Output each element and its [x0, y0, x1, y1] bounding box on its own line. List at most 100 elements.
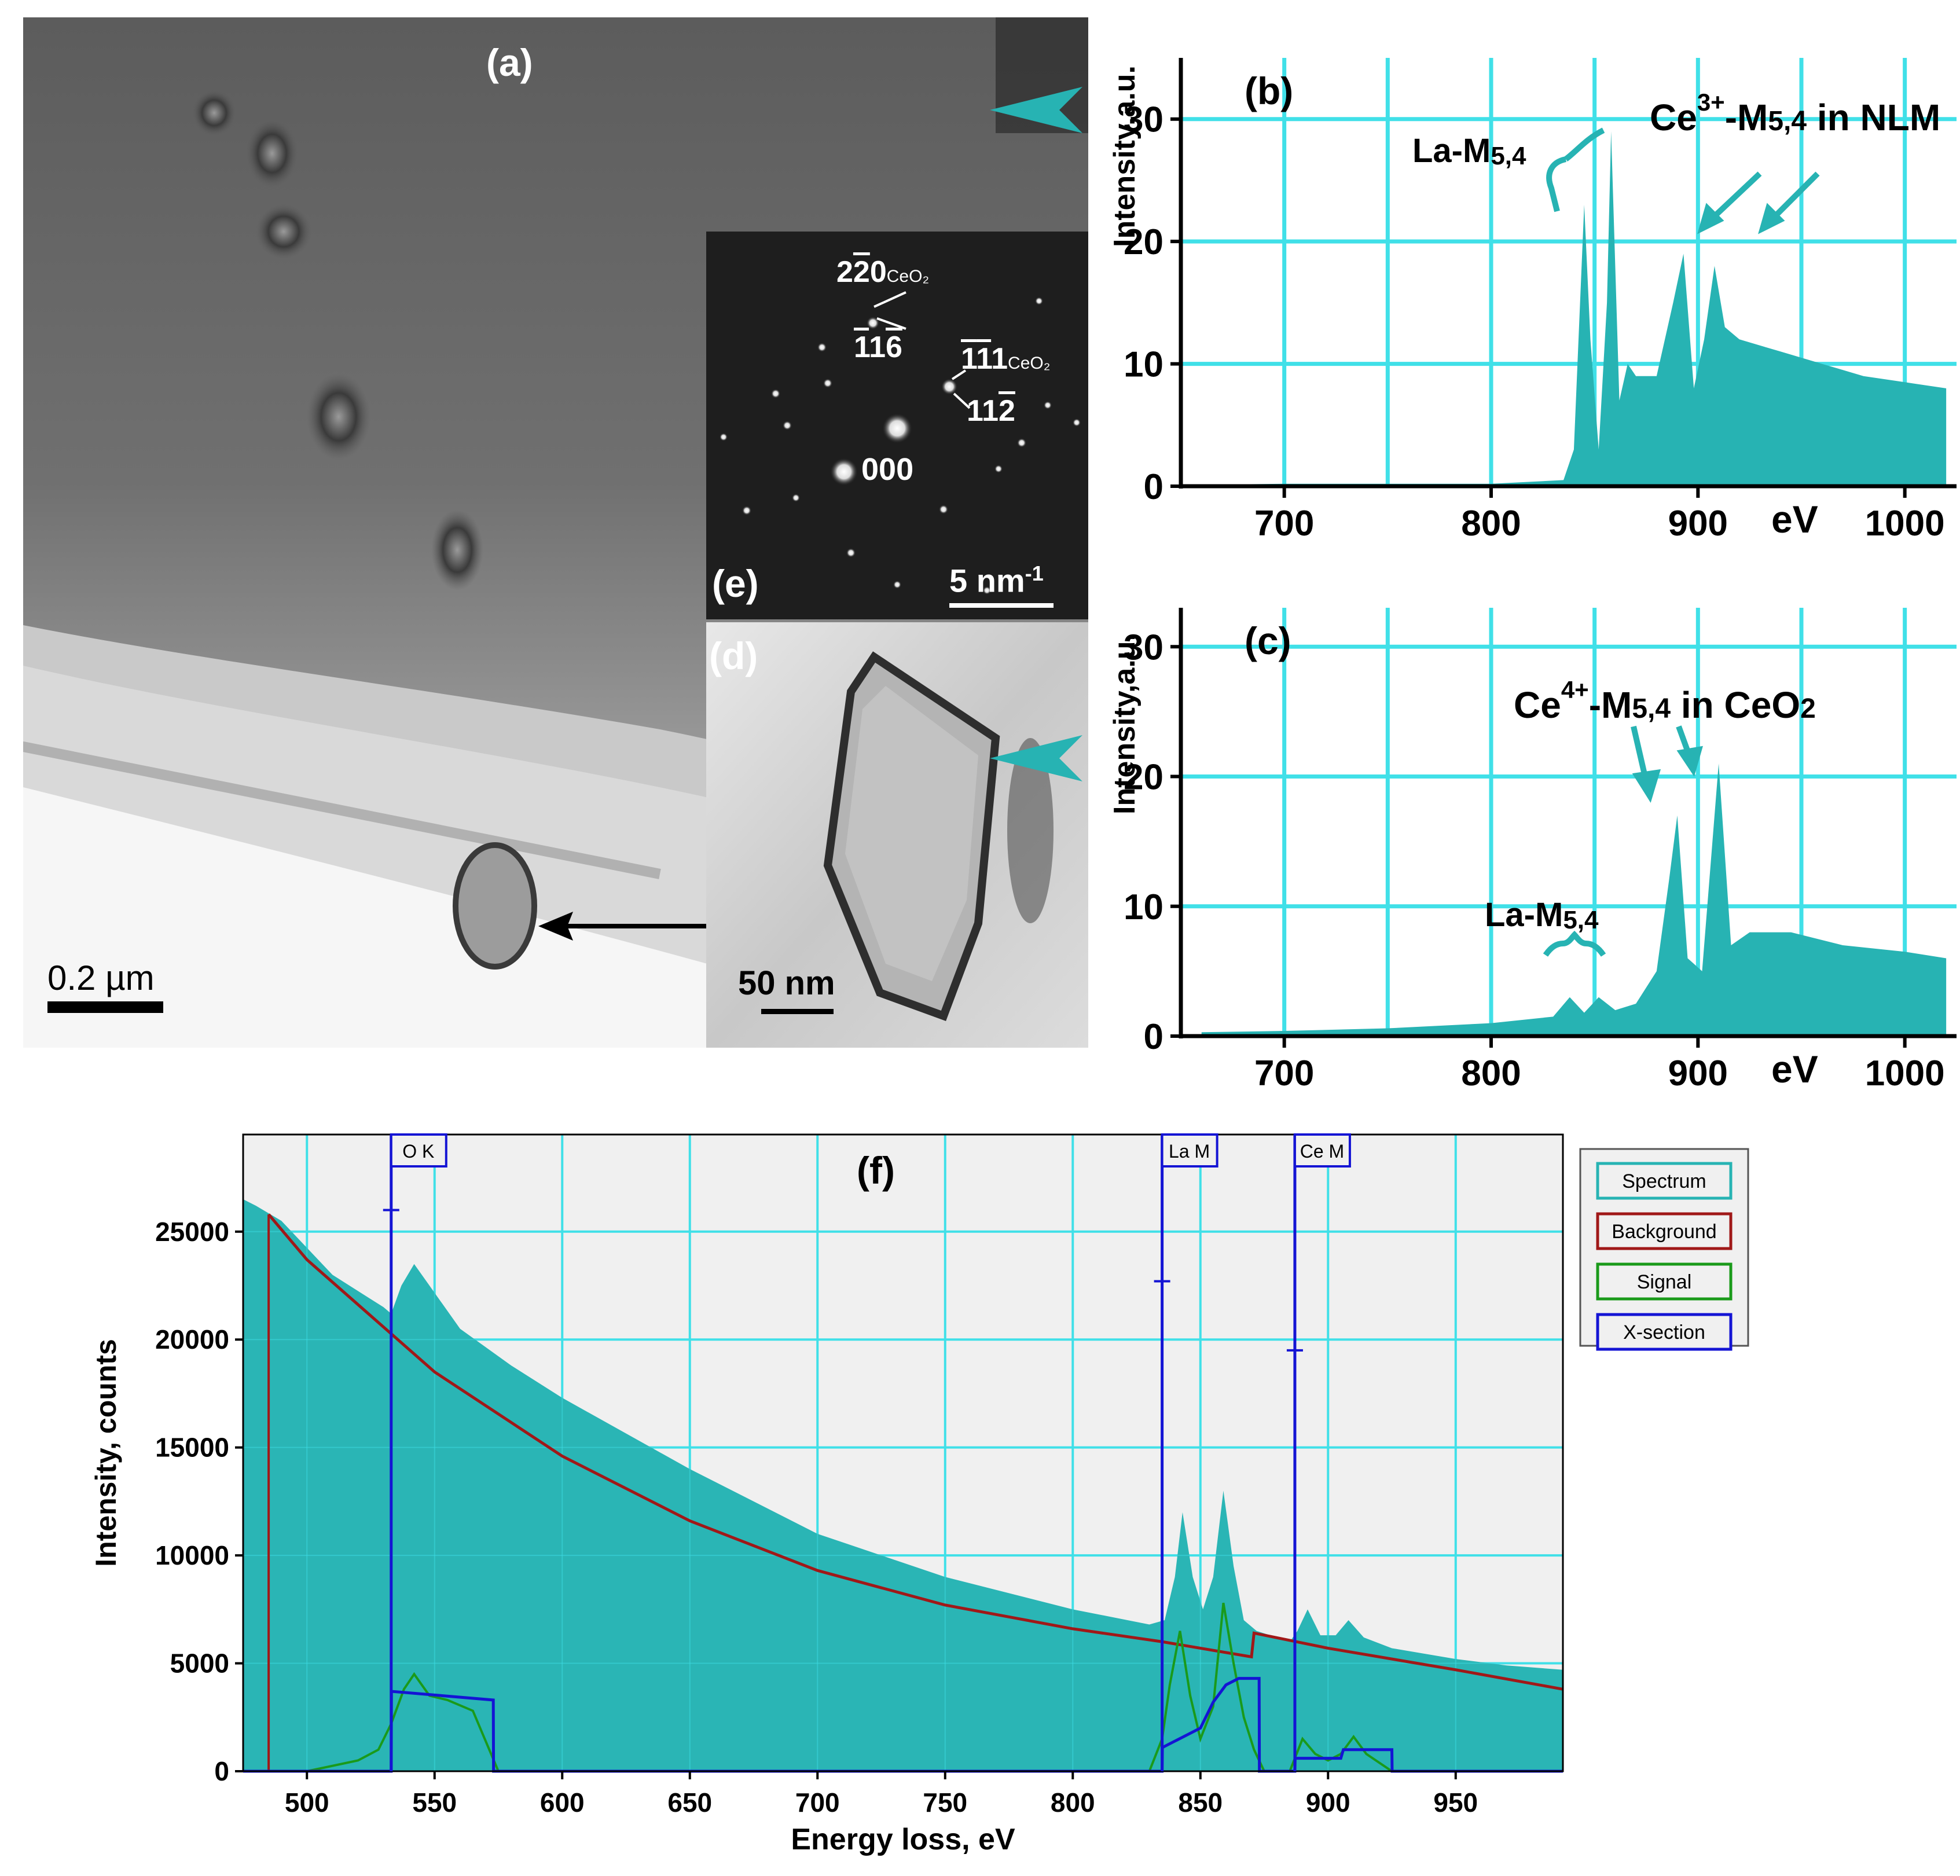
f-xsection-curve: [243, 1677, 1563, 1773]
f-spectrum-area: [243, 1135, 1563, 1771]
b-annotation-la-text: La-M: [1412, 132, 1491, 170]
c-annotation-arrows: [1543, 725, 1703, 957]
spot-label-111-sub: CeO₂: [1008, 354, 1051, 373]
c-annotation-ce-rest: -M: [1589, 684, 1632, 726]
f-edge-label-0: O K: [402, 1141, 434, 1162]
c-xtick-label-800: 800: [1461, 1053, 1521, 1093]
b-annotation-la-sub: 5,4: [1491, 142, 1526, 170]
eels-chart-c: 700 800 900 1000 0 10 20 30 Intensity,a.u. eV (…: [1108, 608, 1957, 1093]
b-xtick-label-800: 800: [1461, 504, 1521, 544]
eels-chart-f: 500 550 600 650 700 750 800 850 900 950 0 5000 10000…: [90, 1133, 1749, 1856]
spot-label-111-d2: 1: [976, 342, 992, 376]
legend-xsection: X-section: [1623, 1321, 1705, 1343]
spot-label-220-sub: CeO₂: [886, 267, 930, 286]
c-xtick-label-1000: 1000: [1865, 1053, 1945, 1093]
f-xtick-label-500: 500: [285, 1787, 329, 1818]
panel-label-a: (a): [486, 41, 533, 84]
legend-xsection-box: [1596, 1313, 1733, 1351]
f-ylabel: Intensity, counts: [90, 1339, 122, 1567]
f-xtick-label-700: 700: [795, 1787, 840, 1818]
spot-label-116-d2: 1: [869, 331, 886, 364]
f-axes: [235, 1133, 1564, 1779]
c-annotation-ce-tail: in CeO: [1671, 684, 1800, 726]
f-edge-box-2: [1293, 1133, 1351, 1168]
scale-bar-a: [47, 1001, 163, 1013]
f-edge-label-2: Ce M: [1300, 1141, 1344, 1162]
legend-signal-box: [1596, 1262, 1733, 1301]
b-ytick-label-0: 0: [1144, 467, 1163, 507]
spot-label-111-d1: 1: [961, 342, 977, 376]
c-ytick-label-20: 20: [1124, 758, 1163, 798]
c-ytick-label-30: 30: [1124, 627, 1163, 667]
spot-label-111-d3: 1: [991, 342, 1008, 376]
f-spectrum-fill: [243, 1199, 1563, 1771]
c-tick-labels: 700 800 900 1000 0 10 20 30: [1124, 627, 1945, 1093]
b-tick-labels: 700 800 900 1000 0 10 20 30: [1124, 100, 1945, 544]
spot-label-220-d1: 2: [836, 255, 853, 289]
c-axes: [1170, 608, 1957, 1048]
legend-spectrum: Spectrum: [1622, 1170, 1706, 1192]
teal-arrow-top: [990, 87, 1082, 133]
c-annotation-ce: Ce4+-M5,4 in CeO2: [1514, 676, 1816, 726]
spot-label-220: 220CeO₂: [836, 255, 929, 289]
b-annotation-ce-rest: -M: [1725, 97, 1768, 138]
tem-image-d: (d) 50 nm: [706, 622, 1088, 1048]
f-curves: [243, 1213, 1563, 1773]
f-legend: Spectrum Background Signal X-section: [1579, 1148, 1749, 1351]
b-xtick-label-900: 900: [1668, 504, 1728, 544]
c-ylabel: Intensity,a.u.: [1108, 633, 1142, 814]
legend-signal: Signal: [1637, 1271, 1692, 1293]
b-ytick-label-20: 20: [1124, 222, 1163, 262]
c-xlabel: eV: [1771, 1048, 1818, 1091]
spot-label-116-d1: 1: [854, 331, 869, 364]
b-spectrum-fill: [1181, 131, 1947, 486]
c-annotation-la-text: La-M: [1485, 896, 1563, 934]
c-annotation-ce-sub: 5,4: [1632, 693, 1671, 724]
b-annotation-ce: Ce3+-M5,4 in NLM: [1650, 89, 1940, 138]
b-annotation-ce-tail: in NLM: [1807, 97, 1940, 138]
b-annotation-la: La-M5,4: [1412, 132, 1526, 170]
scale-bar-e-sup: -1: [1025, 561, 1044, 585]
f-xtick-label-600: 600: [540, 1787, 585, 1818]
scale-bar-e: [949, 603, 1054, 608]
b-spectrum-area: [1181, 131, 1947, 486]
legend-background-box: [1596, 1212, 1733, 1250]
f-background-curve: [267, 1213, 1563, 1691]
teal-arrow-middle: [990, 735, 1082, 781]
b-annotation-ce-text: Ce: [1650, 97, 1697, 138]
spot-label-111: 111CeO₂: [961, 342, 1050, 376]
b-xtick-label-700: 700: [1254, 504, 1314, 544]
b-ytick-label-30: 30: [1124, 100, 1163, 140]
spot-label-112-d3: 2: [998, 394, 1015, 428]
scale-bar-d: [761, 1009, 834, 1014]
spot-label-220-d3: 0: [869, 255, 887, 289]
f-xtick-label-750: 750: [923, 1787, 967, 1818]
f-signal-curve: [306, 1602, 1393, 1772]
f-tick-labels: 500 550 600 650 700 750 800 850 900 950 0 5000 10000…: [155, 1217, 1478, 1818]
f-edge-labels: O K La M Ce M: [383, 1133, 1351, 1771]
b-xtick-label-1000: 1000: [1865, 504, 1945, 544]
b-annotation-arrows: [1546, 127, 1820, 234]
legend-spectrum-box: [1596, 1162, 1733, 1200]
scale-bar-e-text: 5 nm: [949, 562, 1025, 599]
f-edge-box-1: [1161, 1133, 1218, 1168]
f-xtick-label-800: 800: [1051, 1787, 1095, 1818]
f-xtick-label-900: 900: [1306, 1787, 1350, 1818]
f-ytick-label-15000: 15000: [155, 1433, 229, 1463]
b-panel-label: (b): [1245, 69, 1293, 112]
c-ytick-label-0: 0: [1144, 1017, 1163, 1057]
f-ytick-label-20000: 20000: [155, 1324, 229, 1354]
spot-label-220-d2: 2: [853, 255, 870, 289]
c-annotation-ce-sup: 4+: [1561, 676, 1589, 703]
spot-label-112: 112: [967, 394, 1015, 428]
f-ytick-label-25000: 25000: [155, 1217, 229, 1247]
tem-image-d-graphic: [706, 622, 1088, 1048]
f-xlabel: Energy loss, eV: [791, 1823, 1015, 1856]
f-edge-box-0: [390, 1133, 447, 1168]
c-annotation-ce-text: Ce: [1514, 684, 1561, 726]
panel-label-d: (d): [709, 634, 758, 677]
c-grid: [1181, 608, 1957, 1036]
f-ytick-label-10000: 10000: [155, 1540, 229, 1570]
spot-label-116: 116: [854, 330, 902, 365]
f-xtick-label-550: 550: [412, 1787, 457, 1818]
